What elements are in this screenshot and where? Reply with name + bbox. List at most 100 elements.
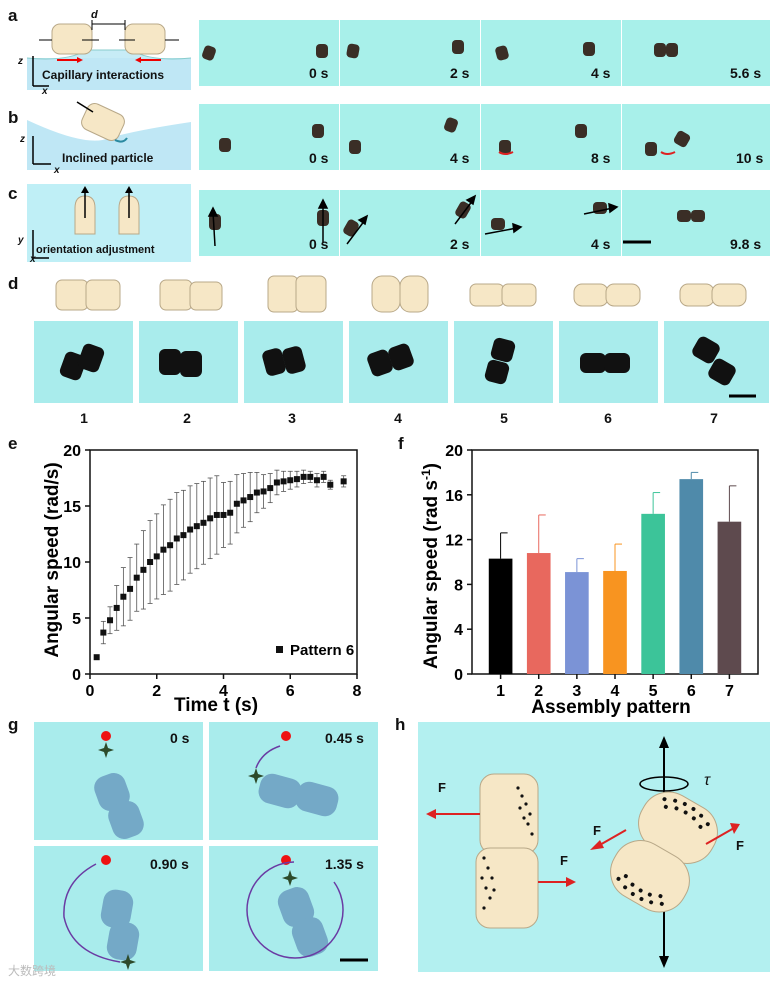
chart-e-point xyxy=(127,585,134,592)
chart-e-legend: Pattern 6 xyxy=(290,642,354,659)
chart-f-ytick-label: 4 xyxy=(454,622,463,639)
panel-label-h: h xyxy=(395,715,406,734)
time-a-1: 0 s xyxy=(309,65,329,81)
chart-e-point xyxy=(180,532,187,539)
chart-e-xtick-label: 4 xyxy=(219,683,228,700)
time-a-4: 5.6 s xyxy=(730,65,762,81)
chart-f-xtick-label: 1 xyxy=(496,683,505,700)
panel-label-d: d xyxy=(8,274,19,293)
time-g-4: 1.35 s xyxy=(325,856,364,872)
chart-e-ytick-label: 20 xyxy=(63,443,81,460)
chart-f-xtick-label: 3 xyxy=(572,683,581,700)
panel-label-c: c xyxy=(8,184,18,203)
chart-e-point xyxy=(160,546,167,553)
chart-e-point xyxy=(293,476,300,483)
chart-e-point xyxy=(260,488,267,495)
chart-e-point xyxy=(207,515,214,522)
time-g-2: 0.45 s xyxy=(325,730,364,746)
time-a-2: 2 s xyxy=(450,65,470,81)
chart-e-point xyxy=(140,566,147,573)
chart-e-point xyxy=(327,481,334,488)
chart-f-bar xyxy=(679,479,704,674)
frame-b-2 xyxy=(340,104,480,170)
chart-e-point xyxy=(273,479,280,486)
chart-e-point xyxy=(153,553,160,560)
chart-e-point xyxy=(340,478,347,485)
time-g-1: 0 s xyxy=(170,730,190,746)
torque-label: τ xyxy=(704,772,710,789)
chart-f-ylabel: Angular speed (rad s-1) xyxy=(419,463,442,669)
particles-a xyxy=(202,40,678,61)
chart-f-xtick-label: 7 xyxy=(725,683,734,700)
chart-e-point xyxy=(267,485,274,492)
time-c-1: 0 s xyxy=(309,236,329,252)
d-label: d xyxy=(91,9,98,21)
chart-f-bar xyxy=(641,513,665,674)
chart-e-xlabel: Time t (s) xyxy=(174,695,258,716)
chart-e-xtick-label: 8 xyxy=(353,683,362,700)
frame-c-4 xyxy=(622,190,770,256)
particles-b xyxy=(219,117,691,156)
chart-e-ylabel: Angular speed (rad/s) xyxy=(42,462,63,657)
axis-x-b: x xyxy=(54,165,60,176)
time-c-3: 4 s xyxy=(591,236,611,252)
chart-e-point xyxy=(240,497,247,504)
chart-f-ytick-label: 20 xyxy=(445,443,463,460)
chart-f-xtick-label: 2 xyxy=(534,683,543,700)
chart-e-point xyxy=(93,654,100,661)
axis-y-c: y xyxy=(18,235,24,246)
chart-e-point xyxy=(233,500,240,507)
chart-e-point xyxy=(253,489,260,496)
watermark: 大数跨境 xyxy=(8,964,57,978)
time-g-3: 0.90 s xyxy=(150,856,189,872)
panel-label-g: g xyxy=(8,715,19,734)
time-c-2: 2 s xyxy=(450,236,470,252)
panel-label-e: e xyxy=(8,434,18,453)
pattern-number-4: 4 xyxy=(394,410,402,426)
sketch-orientation xyxy=(27,184,191,262)
time-b-4: 10 s xyxy=(736,150,764,166)
frame-c-1 xyxy=(199,190,339,256)
chart-f-ytick-label: 16 xyxy=(445,488,463,505)
chart-e-ytick-label: 10 xyxy=(63,555,81,572)
chart-e-point xyxy=(147,559,154,565)
force-label-2: F xyxy=(560,853,568,868)
chart-f-ytick-label: 12 xyxy=(445,533,463,550)
particles-c xyxy=(207,194,705,247)
axis-x-c: x xyxy=(30,254,36,265)
chart-f-bar xyxy=(565,572,589,674)
chart-e-xtick-label: 2 xyxy=(152,683,161,700)
time-b-2: 4 s xyxy=(450,150,470,166)
axis-z-a: z xyxy=(18,56,23,67)
chart-e-point xyxy=(213,511,220,518)
sketch-text-a: Capillary interactions xyxy=(42,68,165,82)
torque-diagram xyxy=(426,736,740,968)
time-c-4: 9.8 s xyxy=(730,236,762,252)
sketch-inclined xyxy=(27,98,191,170)
chart-f-xlabel: Assembly pattern xyxy=(531,697,690,718)
chart-f-bar xyxy=(526,553,551,674)
chart-e-legend-marker xyxy=(276,646,283,653)
pattern-number-5: 5 xyxy=(500,410,508,426)
panel-label-b: b xyxy=(8,108,19,127)
chart-e-point xyxy=(193,523,200,530)
chart-e-ytick-label: 0 xyxy=(72,667,81,684)
chart-e-point xyxy=(247,494,254,501)
pattern-number-7: 7 xyxy=(710,410,718,426)
chart-e-point xyxy=(307,473,314,480)
chart-e-point xyxy=(320,473,327,480)
chart-e-point xyxy=(120,593,127,600)
force-label-4: F xyxy=(736,838,744,853)
chart-e-xtick-label: 6 xyxy=(286,683,295,700)
frame-b-4 xyxy=(622,104,770,170)
chart-f-xtick-label: 5 xyxy=(649,683,658,700)
pattern-number-1: 1 xyxy=(80,410,88,426)
force-label-1: F xyxy=(438,780,446,795)
rotation-sequence xyxy=(63,731,368,970)
frame-b-3 xyxy=(481,104,621,170)
chart-e-ytick-label: 5 xyxy=(72,611,81,628)
chart-e-point xyxy=(100,629,107,636)
particles-d xyxy=(59,336,756,398)
chart-e-point xyxy=(133,574,140,581)
chart-e-point xyxy=(173,535,180,542)
